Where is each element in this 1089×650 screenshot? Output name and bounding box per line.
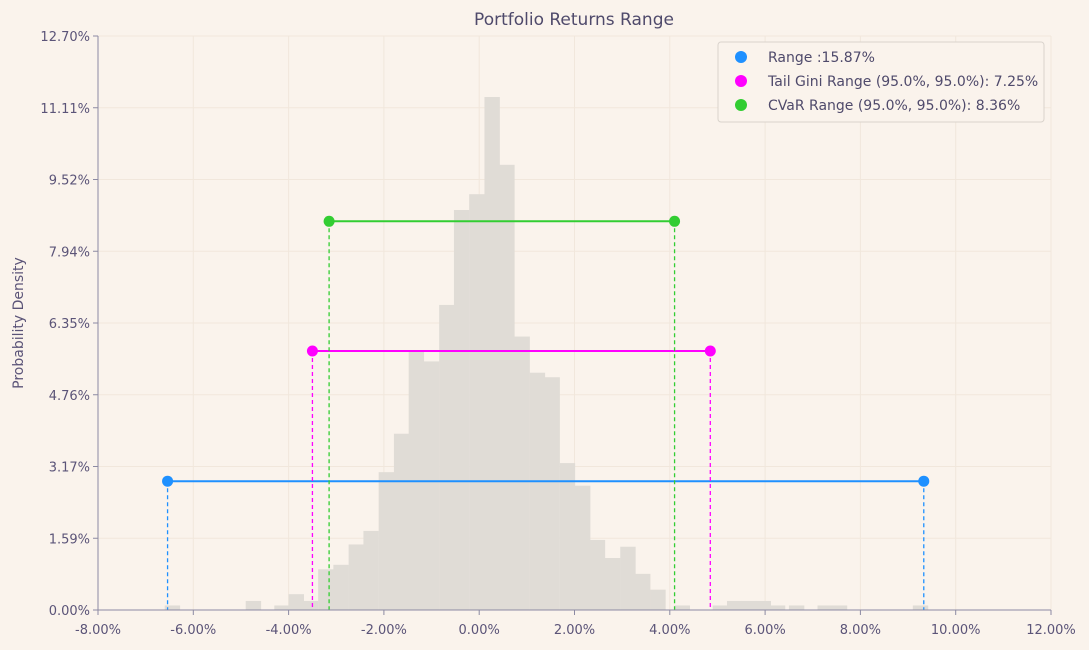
histogram-bar — [423, 361, 440, 610]
histogram-bar — [288, 594, 305, 610]
y-tick-label: 7.94% — [49, 245, 90, 260]
x-tick-label: -4.00% — [266, 623, 312, 638]
chart-title: Portfolio Returns Range — [474, 10, 674, 30]
histogram-bar — [274, 605, 290, 610]
histogram-bar — [469, 194, 485, 611]
histogram-bar — [912, 605, 929, 610]
y-tick-label: 1.59% — [49, 532, 90, 547]
range-endpoint — [162, 475, 174, 487]
x-tick-label: 6.00% — [744, 623, 785, 638]
histogram-bar — [393, 433, 410, 610]
histogram-bar — [408, 350, 425, 610]
histogram-bar — [544, 377, 560, 610]
x-tick-label: 2.00% — [554, 623, 595, 638]
histogram-bar — [741, 600, 757, 610]
histogram-bar — [245, 600, 262, 610]
histogram-bar — [788, 605, 805, 610]
legend-label: CVaR Range (95.0%, 95.0%): 8.36% — [768, 98, 1020, 114]
y-tick-label: 4.76% — [49, 389, 90, 404]
legend-label: Range :15.87% — [768, 50, 875, 66]
x-tick-label: -2.00% — [361, 623, 407, 638]
x-tick-label: 10.00% — [931, 623, 981, 638]
histogram-bar — [363, 530, 379, 610]
histogram-bar — [378, 472, 395, 610]
histogram-bar — [318, 569, 334, 610]
y-axis-title: Probability Density — [11, 257, 27, 389]
legend-marker — [735, 99, 747, 111]
histogram-bar — [635, 573, 651, 610]
x-tick-labels: -8.00% -6.00% -4.00% -2.00% 0.00% 2.00% 4.00% 6… — [75, 610, 1076, 638]
range-lines — [162, 215, 930, 610]
range-endpoint — [918, 475, 930, 487]
y-tick-label: 9.52% — [49, 174, 90, 189]
histogram-bar — [514, 336, 530, 610]
range-endpoint — [323, 215, 335, 227]
histogram-bar — [769, 605, 786, 610]
x-tick-label: 0.00% — [459, 623, 500, 638]
histogram-bar — [499, 164, 515, 610]
y-tick-label: 3.17% — [49, 461, 90, 476]
histogram-bar — [453, 210, 470, 610]
histogram-bar — [439, 304, 455, 610]
histogram-bar — [559, 463, 576, 610]
histogram-bar — [164, 605, 181, 610]
y-tick-label: 6.35% — [49, 317, 90, 332]
legend-marker — [735, 51, 747, 63]
histogram-bar — [674, 605, 690, 610]
x-tick-label: 8.00% — [840, 623, 881, 638]
range-endpoint — [704, 345, 716, 357]
histogram-bar — [302, 600, 319, 610]
y-tick-label: 11.11% — [40, 102, 90, 117]
legend: Range :15.87% Tail Gini Range (95.0%, 95.… — [717, 41, 1045, 123]
histogram-bar — [712, 605, 729, 610]
histogram-bar — [650, 589, 666, 610]
histogram-bar — [831, 605, 848, 610]
grid-lines — [97, 35, 1052, 610]
range-endpoint — [306, 345, 318, 357]
histogram-bar — [333, 564, 349, 610]
y-tick-label: 0.00% — [49, 604, 90, 619]
histogram-bar — [529, 372, 546, 610]
histogram-bar — [817, 605, 833, 610]
x-tick-label: -8.00% — [75, 623, 121, 638]
histogram-bar — [574, 485, 591, 610]
histogram-bar — [726, 600, 743, 610]
range-endpoint — [669, 215, 681, 227]
histogram-bar — [348, 544, 365, 610]
histogram-bar — [604, 558, 621, 610]
histogram-bar — [589, 539, 606, 610]
histogram-bar — [484, 97, 500, 610]
y-tick-label: 12.70% — [40, 30, 90, 45]
legend-box — [717, 41, 1045, 123]
histogram-bar — [755, 600, 771, 610]
x-tick-label: -6.00% — [170, 623, 216, 638]
x-tick-label: 12.00% — [1026, 623, 1076, 638]
y-tick-labels: 0.00% 1.59% 3.17% 4.76% 6.35% 7.94% 9.52% 11.11… — [40, 30, 98, 619]
x-tick-label: 4.00% — [649, 623, 690, 638]
legend-label: Tail Gini Range (95.0%, 95.0%): 7.25% — [767, 74, 1038, 90]
legend-marker — [735, 75, 747, 87]
histogram-bar — [620, 546, 636, 610]
